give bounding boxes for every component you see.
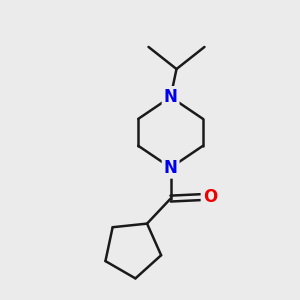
Text: N: N: [164, 159, 178, 177]
Text: O: O: [202, 188, 217, 206]
Text: N: N: [164, 88, 178, 106]
